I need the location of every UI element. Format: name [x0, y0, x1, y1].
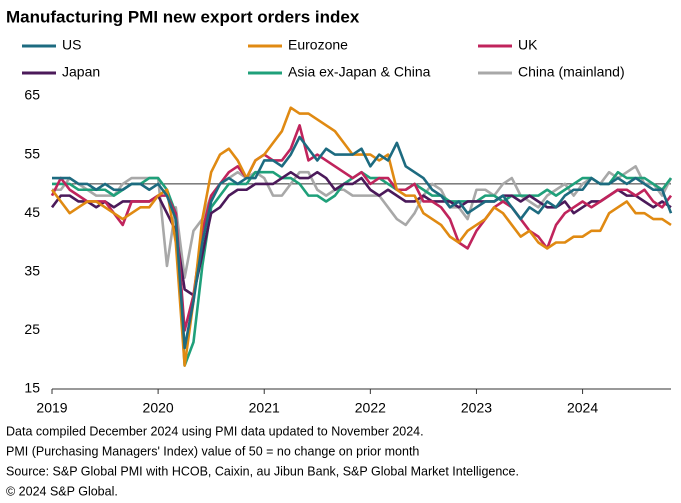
x-tick-label: 2020 [143, 400, 174, 416]
footnote: © 2024 S&P Global. [6, 484, 118, 498]
x-tick-label: 2022 [355, 400, 386, 416]
series-line [50, 106, 672, 367]
x-tick-label: 2019 [36, 400, 67, 416]
y-tick-label: 65 [24, 87, 40, 103]
series-line [50, 124, 673, 332]
x-tick-label: 2024 [567, 400, 598, 416]
y-tick-label: 35 [24, 263, 40, 279]
legend-label: Eurozone [288, 37, 348, 53]
legend-label: Japan [62, 64, 100, 80]
x-tick-label: 2023 [461, 400, 492, 416]
footnote: Source: S&P Global PMI with HCOB, Caixin… [6, 464, 519, 478]
series-line [52, 165, 673, 279]
series-line [52, 135, 673, 350]
y-tick-label: 45 [24, 204, 40, 220]
legend-label: UK [518, 37, 538, 53]
footnote: Data compiled December 2024 using PMI da… [6, 424, 424, 438]
y-tick-label: 25 [24, 321, 40, 337]
legend-label: US [62, 37, 81, 53]
x-tick-label: 2021 [249, 400, 280, 416]
y-tick-label: 55 [24, 145, 40, 161]
legend-label: China (mainland) [518, 64, 625, 80]
legend-label: Asia ex-Japan & China [288, 64, 431, 80]
y-tick-label: 15 [24, 380, 40, 396]
footnote: PMI (Purchasing Managers' Index) value o… [6, 444, 419, 458]
chart-title: Manufacturing PMI new export orders inde… [6, 7, 360, 26]
